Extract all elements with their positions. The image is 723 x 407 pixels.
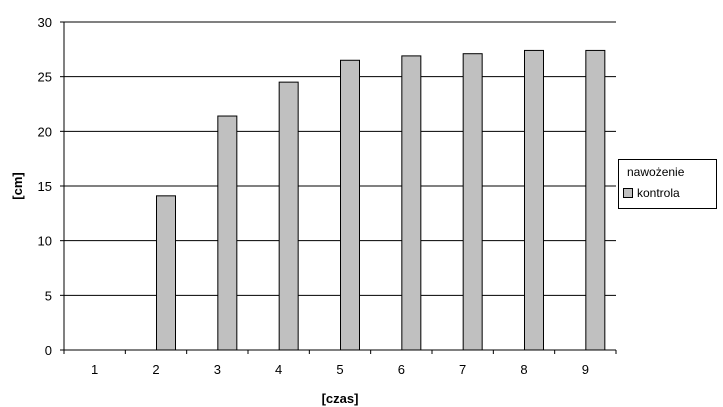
legend-label-nawozenie: nawożenie bbox=[627, 165, 685, 179]
legend-label-kontrola: kontrola bbox=[637, 186, 680, 200]
x-tick-label: 4 bbox=[275, 362, 282, 377]
y-axis-label: [cm] bbox=[10, 172, 25, 199]
y-tick-label: 0 bbox=[45, 343, 52, 358]
x-tick-label: 2 bbox=[152, 362, 159, 377]
bar-kontrola bbox=[462, 53, 483, 351]
y-tick-label: 15 bbox=[38, 179, 52, 194]
bar-kontrola bbox=[340, 59, 360, 351]
x-tick-label: 9 bbox=[582, 362, 589, 377]
bar-kontrola bbox=[217, 115, 238, 351]
bar-kontrola bbox=[401, 55, 422, 351]
legend-swatch-kontrola bbox=[623, 188, 633, 198]
bar-kontrola bbox=[524, 49, 544, 351]
y-tick-label: 5 bbox=[45, 288, 52, 303]
y-axis-ticks: 0 5 10 15 20 25 30 bbox=[38, 15, 64, 358]
x-tick-label: 6 bbox=[398, 362, 405, 377]
y-tick-label: 30 bbox=[38, 15, 52, 30]
x-axis-ticks: 1 2 3 4 5 6 7 8 9 bbox=[63, 350, 617, 377]
bar-kontrola bbox=[156, 195, 176, 351]
x-tick-label: 1 bbox=[91, 362, 98, 377]
x-tick-label: 8 bbox=[520, 362, 527, 377]
y-tick-label: 10 bbox=[38, 234, 52, 249]
bar-series bbox=[156, 49, 606, 351]
x-tick-label: 7 bbox=[459, 362, 466, 377]
x-tick-label: 3 bbox=[214, 362, 221, 377]
legend: nawożenie kontrola bbox=[618, 159, 717, 209]
y-tick-label: 20 bbox=[38, 124, 52, 139]
y-tick-label: 25 bbox=[38, 70, 52, 85]
bar-kontrola bbox=[585, 49, 606, 351]
x-tick-label: 5 bbox=[336, 362, 343, 377]
legend-item-kontrola: kontrola bbox=[623, 186, 680, 200]
x-axis-label: [czas] bbox=[322, 391, 359, 406]
bar-kontrola bbox=[278, 81, 299, 351]
